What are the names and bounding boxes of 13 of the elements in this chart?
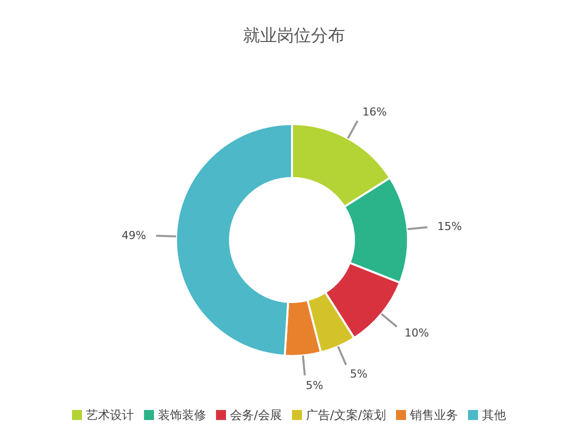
legend-label: 其他	[482, 408, 506, 422]
data-label: 5%	[350, 367, 368, 380]
data-label: 5%	[306, 378, 324, 392]
data-label: 10%	[404, 326, 429, 340]
legend-label: 艺术设计	[86, 408, 134, 422]
legend-label: 广告/文案/策划	[306, 408, 386, 422]
legend-label: 装饰装修	[158, 408, 206, 422]
legend-label: 销售业务	[410, 408, 458, 422]
data-label: 16%	[362, 106, 387, 119]
chart-title: 就业岗位分布	[242, 25, 346, 47]
data-label: 49%	[122, 228, 146, 242]
legend-label: 会务/会展	[230, 408, 282, 422]
data-label: 15%	[437, 220, 462, 233]
